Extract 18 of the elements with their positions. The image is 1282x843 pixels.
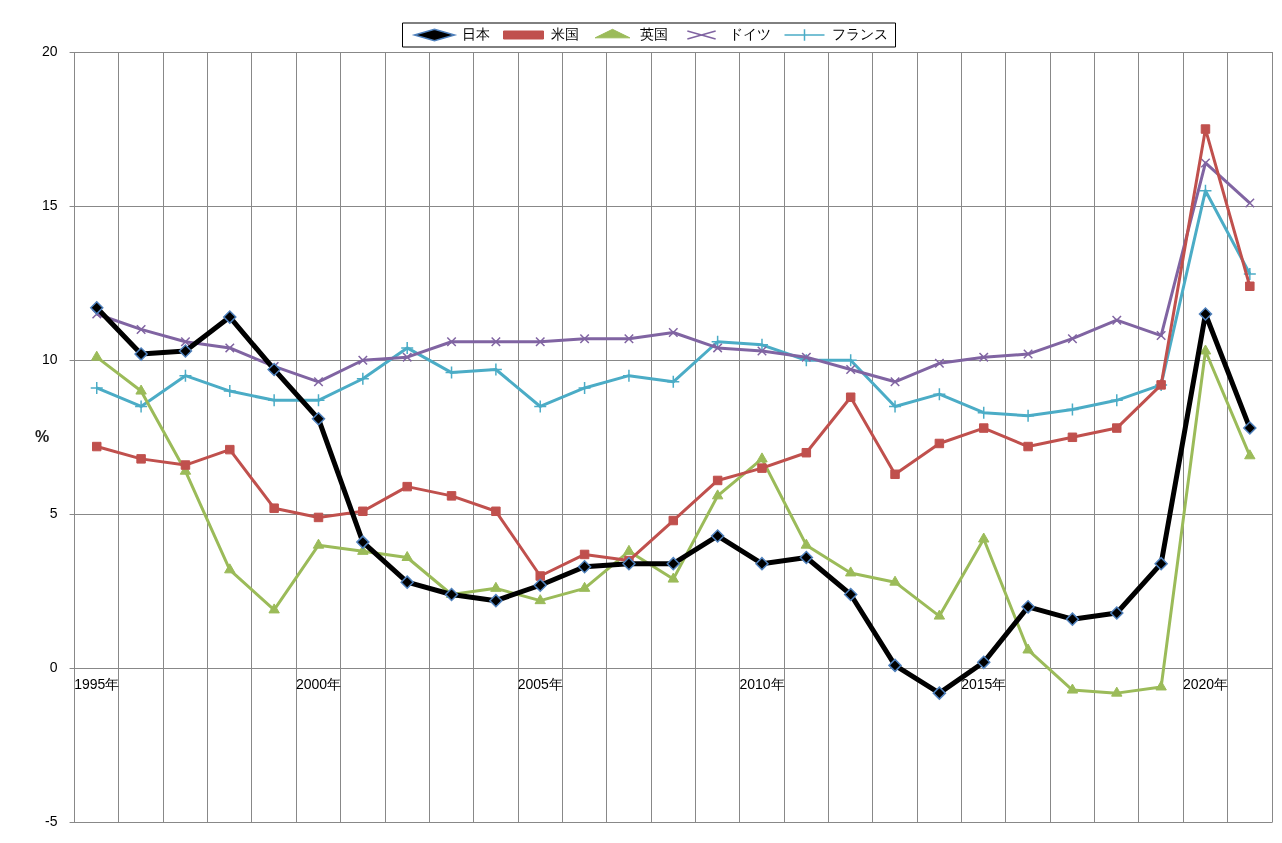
y-tick-label: -5 (45, 813, 58, 830)
x-tick-label: 2005年 (517, 675, 563, 692)
y-tick-label: 20 (41, 42, 58, 59)
x-tick-label: 2010年 (739, 675, 785, 692)
x-tick-label: 2015年 (961, 675, 1007, 692)
x-tick-label: 1995年 (74, 675, 120, 692)
y-axis-title: % (34, 427, 50, 445)
x-tick-label: 2000年 (295, 675, 342, 692)
legend-label: ドイツ (728, 25, 771, 42)
y-tick-label: 5 (49, 505, 58, 522)
y-tick-label: 0 (49, 659, 58, 676)
legend-label: 米国 (550, 25, 579, 42)
y-tick-label: 10 (41, 351, 58, 368)
legend-label: フランス (831, 25, 888, 42)
y-tick-label: 15 (41, 196, 58, 213)
legend-label: 英国 (639, 25, 668, 42)
x-tick-label: 2020年 (1182, 675, 1229, 692)
legend-label: 日本 (461, 25, 490, 42)
